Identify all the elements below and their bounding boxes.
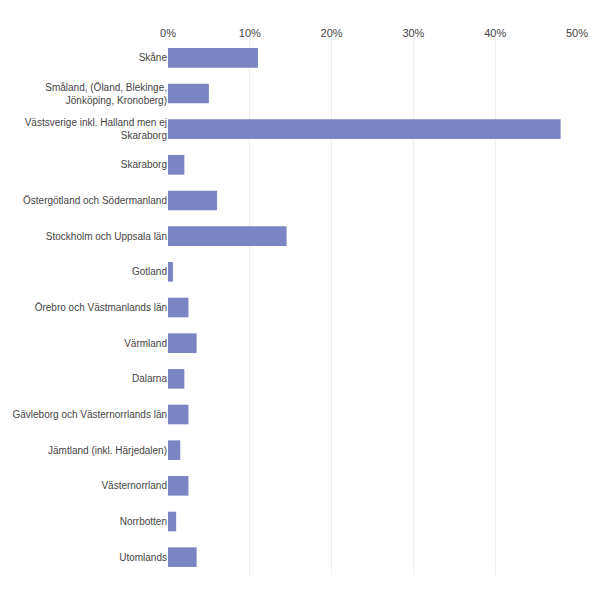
svg-text:Skaraborg: Skaraborg xyxy=(121,159,167,170)
svg-text:Västernorrland: Västernorrland xyxy=(101,480,167,491)
svg-text:Gävleborg och Västernorrlands: Gävleborg och Västernorrlands län xyxy=(12,409,167,420)
svg-text:Östergötland och Södermanland: Östergötland och Södermanland xyxy=(23,195,167,206)
svg-text:Norrbotten: Norrbotten xyxy=(120,516,167,527)
svg-text:50%: 50% xyxy=(566,27,588,39)
svg-text:Värmland: Värmland xyxy=(124,338,167,349)
svg-text:Skåne: Skåne xyxy=(139,52,168,63)
svg-text:Gotland: Gotland xyxy=(132,266,167,277)
svg-text:20%: 20% xyxy=(321,27,343,39)
svg-text:Utomlands: Utomlands xyxy=(119,552,167,563)
svg-text:Småland, (Öland, Blekinge,Jönk: Småland, (Öland, Blekinge,Jönköping, Kro… xyxy=(45,82,167,106)
svg-text:10%: 10% xyxy=(239,27,261,39)
svg-text:0%: 0% xyxy=(160,27,176,39)
svg-text:Dalarna: Dalarna xyxy=(132,373,167,384)
svg-text:Jämtland (inkl. Härjedalen): Jämtland (inkl. Härjedalen) xyxy=(48,445,167,456)
svg-text:Västsverige inkl. Halland men: Västsverige inkl. Halland men ejSkarabor… xyxy=(25,117,167,141)
svg-text:Stockholm och Uppsala län: Stockholm och Uppsala län xyxy=(46,231,167,242)
svg-text:Örebro och Västmanlands län: Örebro och Västmanlands län xyxy=(35,302,167,313)
svg-text:30%: 30% xyxy=(402,27,424,39)
svg-text:40%: 40% xyxy=(484,27,506,39)
